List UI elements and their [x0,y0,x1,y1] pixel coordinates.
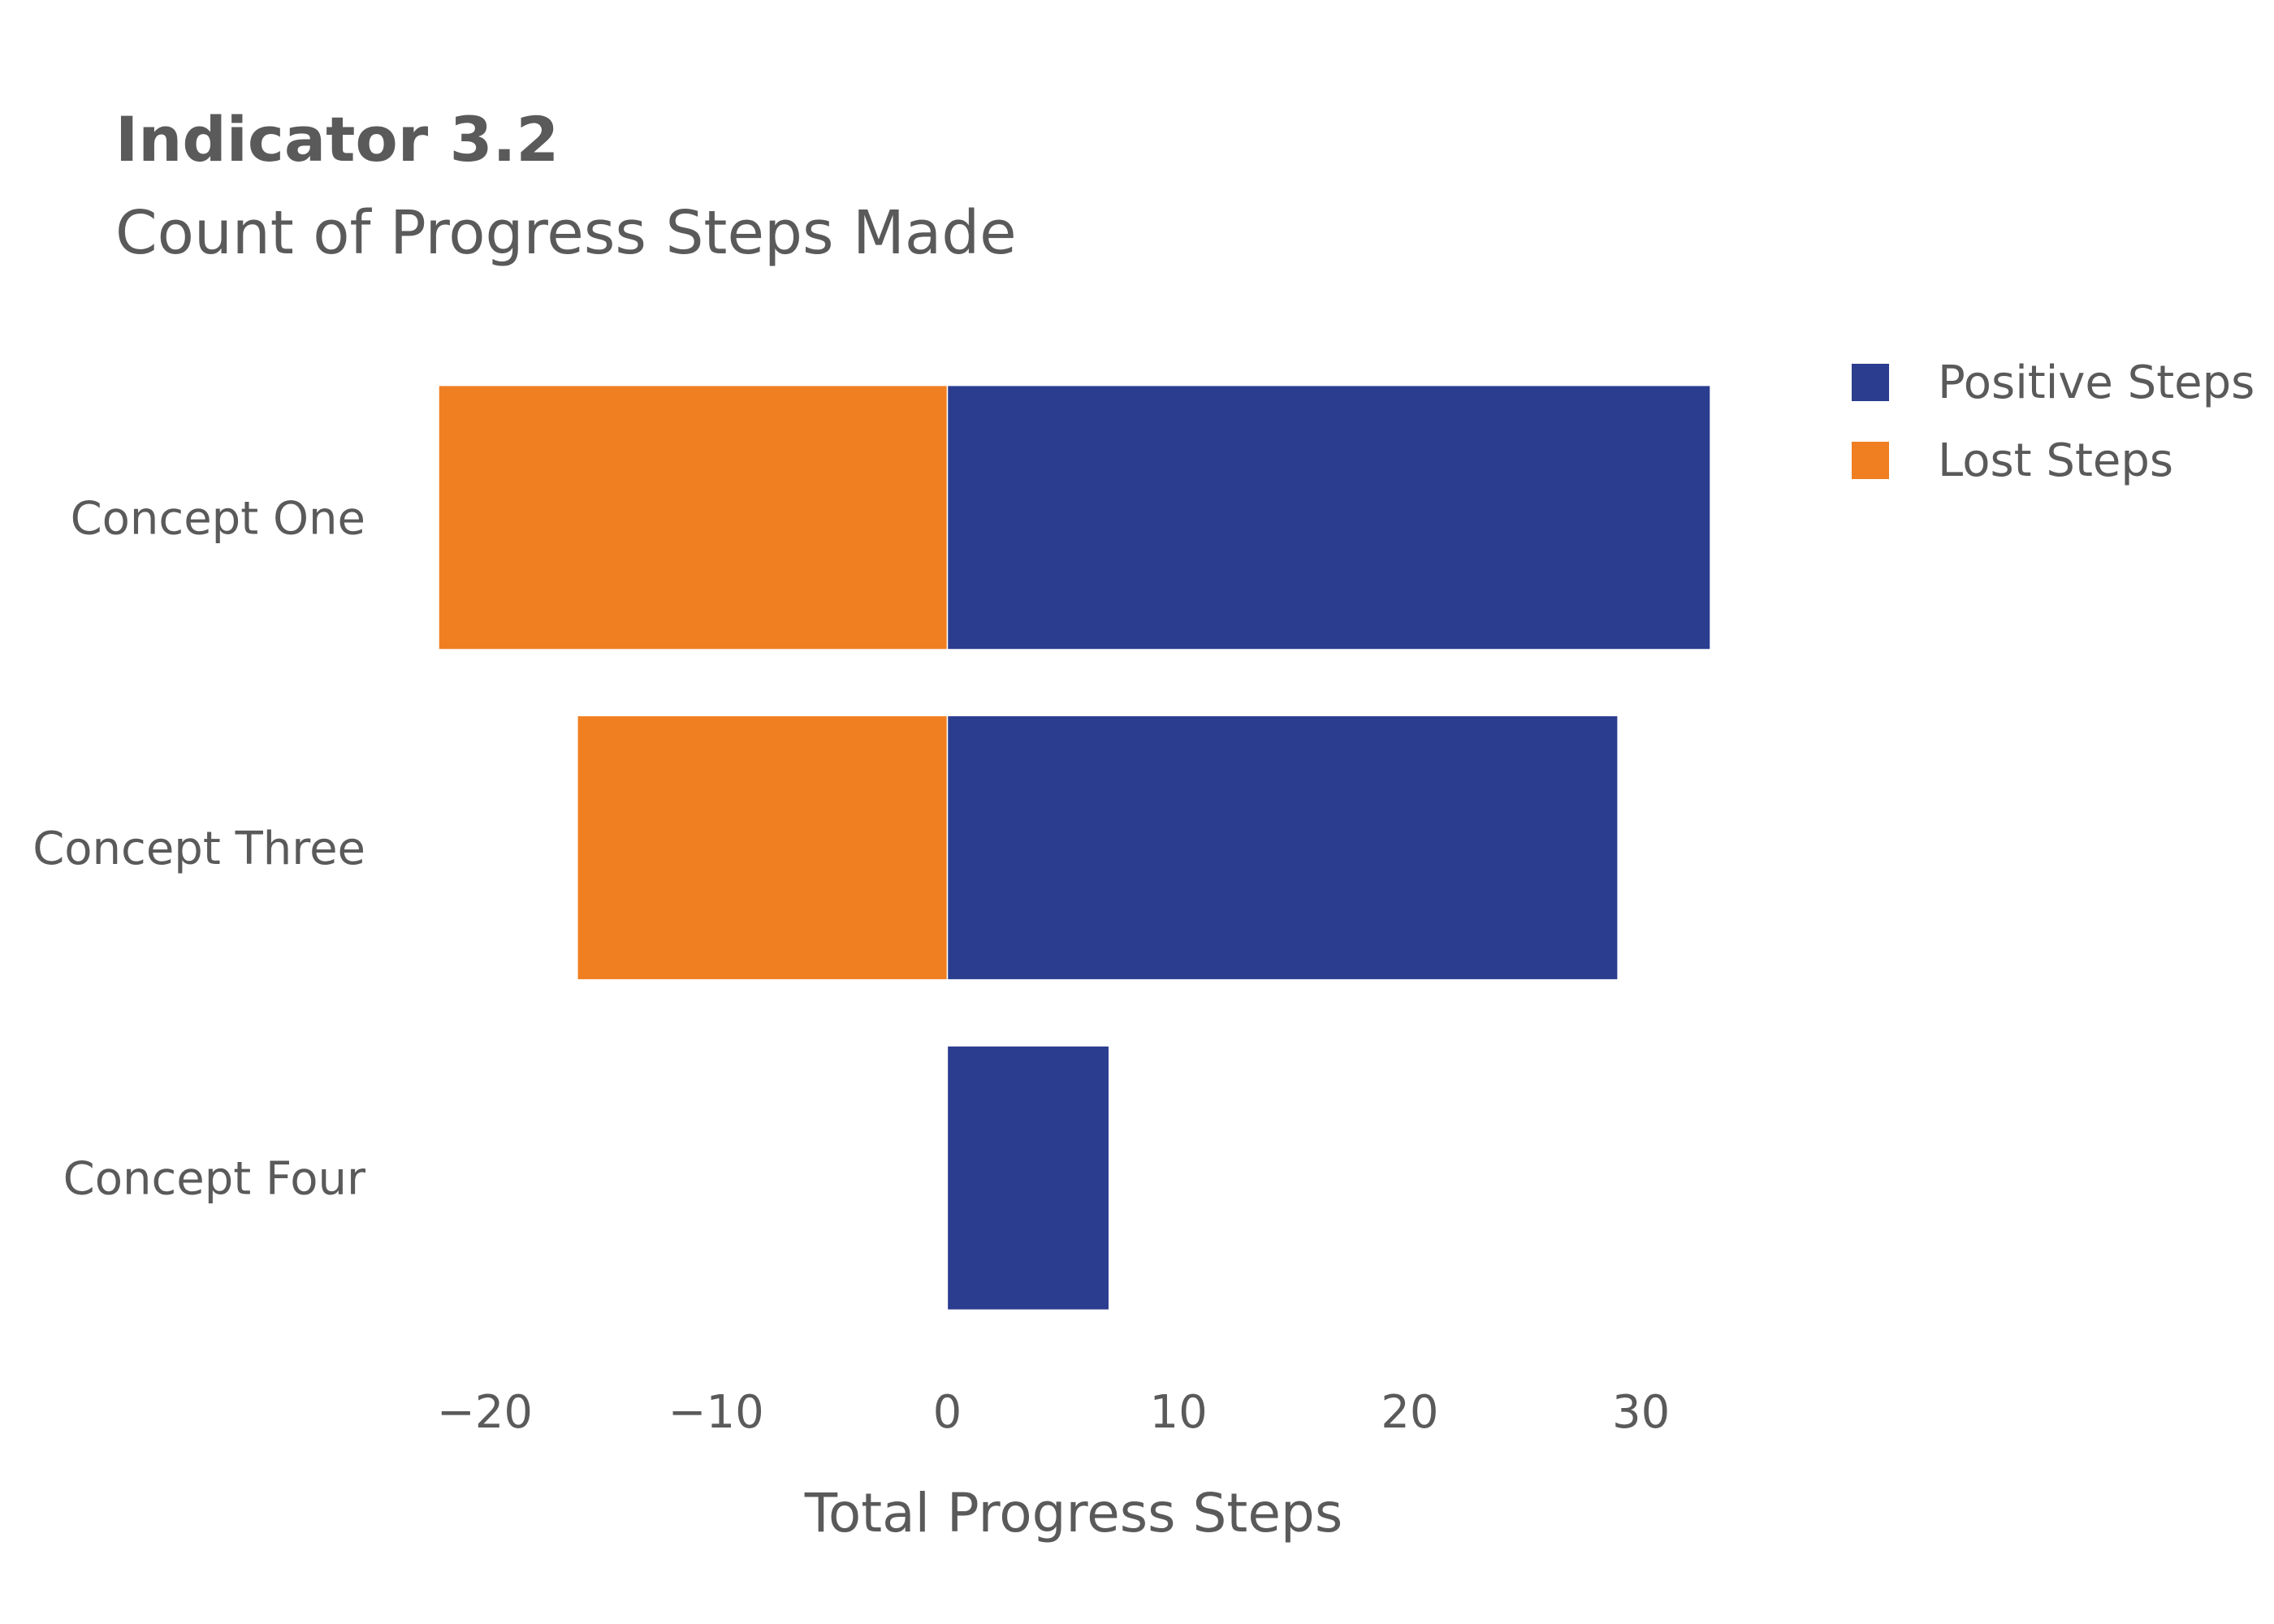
x-tick-label: −10 [668,1386,764,1439]
legend: Positive Steps Lost Steps [1852,356,2255,487]
bar-lost-concept-one [438,384,949,650]
category-labels: Concept One Concept Three Concept Four [32,492,366,1205]
category-label: Concept Four [63,1153,366,1206]
x-tick-label: 30 [1612,1386,1670,1439]
chart-subtitle: Count of Progress Steps Made [115,198,1017,268]
x-axis-title: Total Progress Steps [804,1482,1342,1544]
x-tick-label: −20 [437,1386,533,1439]
x-tick-label: 10 [1149,1386,1207,1439]
bars-layer [438,384,1711,1311]
category-label: Concept Three [32,823,365,875]
x-tick-label: 0 [933,1386,962,1439]
legend-swatch-positive [1852,364,1889,401]
x-tick-labels: −20 −10 0 10 20 30 [437,1386,1670,1439]
category-label: Concept One [71,492,365,545]
bar-positive-concept-four [946,1045,1110,1311]
legend-swatch-lost [1852,442,1889,479]
bar-positive-concept-three [946,715,1619,981]
bar-positive-concept-one [946,384,1711,650]
legend-label-lost: Lost Steps [1938,434,2173,487]
chart-title: Indicator 3.2 [115,103,559,175]
legend-label-positive: Positive Steps [1938,356,2255,409]
bar-lost-concept-three [577,715,949,981]
x-tick-label: 20 [1381,1386,1438,1439]
